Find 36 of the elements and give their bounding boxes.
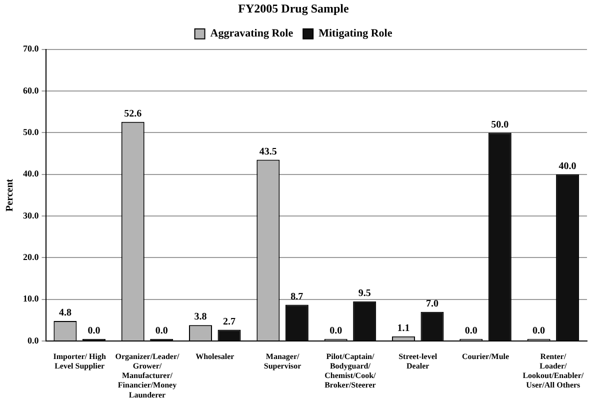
y-tick-label: 0.0 (28, 335, 40, 346)
x-tick-label: Pilot/Captain/ Bodyguard/ Chemist/Cook/ Broker/Steerer (324, 352, 377, 390)
x-tick-label: Street-level Dealer (398, 352, 438, 370)
x-tick-label: Manager/ Supervisor (264, 352, 302, 370)
data-label: 43.5 (259, 146, 277, 158)
data-label: 52.6 (124, 108, 142, 120)
y-axis-title: Percent (4, 178, 16, 212)
x-tick-label: Organizer/Leader/ Grower/ Manufacturer/ Financier/Money Launderer (115, 352, 180, 400)
data-label: 0.0 (88, 326, 100, 337)
data-label: 4.8 (58, 308, 72, 319)
legend-label: Aggravating Role (210, 28, 294, 40)
data-label: 3.8 (194, 312, 207, 323)
data-label: 7.0 (426, 298, 438, 310)
y-tick-label: 50.0 (23, 127, 40, 138)
x-tick-label: Renter/ Loader/ Lookout/Enabler/ User/All Others (522, 352, 584, 390)
x-tick-label: Importer/ High Level Supplier (53, 352, 106, 370)
y-tick-label: 40.0 (23, 168, 40, 179)
data-label: 40.0 (558, 160, 576, 172)
data-label: 9.5 (358, 288, 371, 300)
y-tick-label: 20.0 (23, 252, 40, 262)
data-label: 0.0 (532, 326, 546, 337)
data-label: 50.0 (491, 119, 509, 130)
data-label: 0.0 (155, 326, 168, 337)
y-tick-label: 10.0 (23, 294, 40, 304)
y-tick-label: 60.0 (23, 85, 40, 96)
y-tick-label: 30.0 (23, 210, 40, 220)
chart-title: FY2005 Drug Sample (238, 1, 350, 16)
y-tick-label: 70.0 (23, 44, 40, 54)
data-label: 8.7 (290, 291, 304, 302)
data-label: 0.0 (464, 326, 478, 337)
data-label: 2.7 (223, 316, 236, 328)
x-tick-label: Wholesaler (196, 352, 235, 361)
legend-label: Mitigating Role (318, 28, 392, 40)
data-label: 0.0 (330, 326, 342, 337)
x-tick-label: Courier/Mule (462, 352, 510, 361)
data-label: 1.1 (397, 322, 410, 334)
